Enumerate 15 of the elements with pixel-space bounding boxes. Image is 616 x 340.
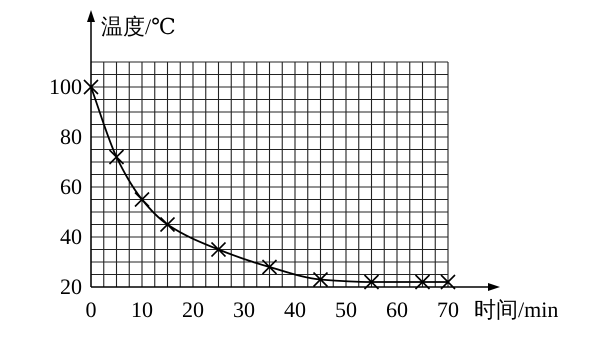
x-tick-label: 60	[386, 297, 408, 322]
x-tick-label: 40	[284, 297, 306, 322]
x-tick-label: 70	[437, 297, 459, 322]
y-tick-label: 80	[60, 124, 82, 149]
y-axis-title: 温度/℃	[101, 14, 176, 39]
x-axis-title: 时间/min	[474, 297, 558, 322]
y-tick-label: 60	[60, 174, 82, 199]
y-tick-label: 20	[60, 274, 82, 299]
x-tick-label: 10	[131, 297, 153, 322]
x-tick-label: 30	[233, 297, 255, 322]
x-tick-label: 20	[182, 297, 204, 322]
y-tick-label: 100	[49, 74, 82, 99]
x-tick-label: 50	[335, 297, 357, 322]
y-tick-label: 40	[60, 224, 82, 249]
x-tick-label: 0	[86, 297, 96, 322]
